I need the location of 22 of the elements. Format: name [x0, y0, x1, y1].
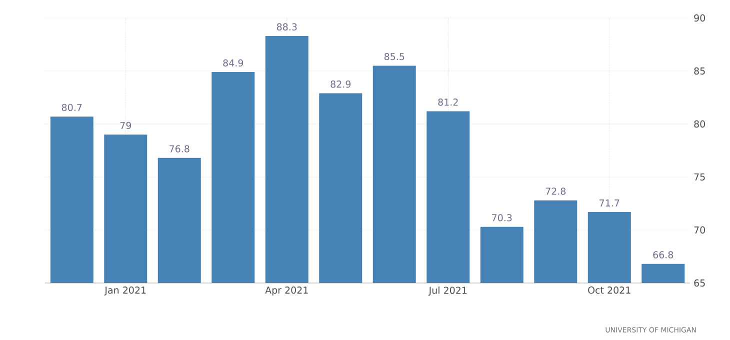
data-label: 80.7 [62, 104, 82, 112]
data-label: 79 [120, 122, 132, 130]
y-tick-label: 90 [694, 14, 705, 22]
data-label: 76.8 [170, 145, 190, 152]
data-label: 82.9 [330, 80, 351, 88]
x-tick-label: Jan 2021 [104, 286, 146, 296]
data-label: 85.5 [384, 52, 404, 60]
x-tick-label: Oct 2021 [588, 286, 630, 294]
y-tick-label: 75 [694, 173, 705, 181]
data-label: 72.8 [546, 188, 566, 195]
data-label: 81.2 [438, 98, 458, 106]
data-label: 71.7 [600, 200, 620, 206]
data-label: 70.3 [492, 214, 512, 222]
data-label: 66.8 [653, 251, 674, 258]
y-tick-label: 70 [694, 226, 705, 234]
data-label: 84.9 [223, 59, 244, 67]
y-tick-label: 85 [694, 67, 705, 75]
y-tick-label: 80 [694, 120, 705, 128]
data-label: 88.3 [276, 23, 297, 30]
x-tick-label: Apr 2021 [265, 286, 308, 296]
y-tick-label: 65 [694, 279, 705, 287]
x-tick-label: Jul 2021 [428, 286, 467, 296]
